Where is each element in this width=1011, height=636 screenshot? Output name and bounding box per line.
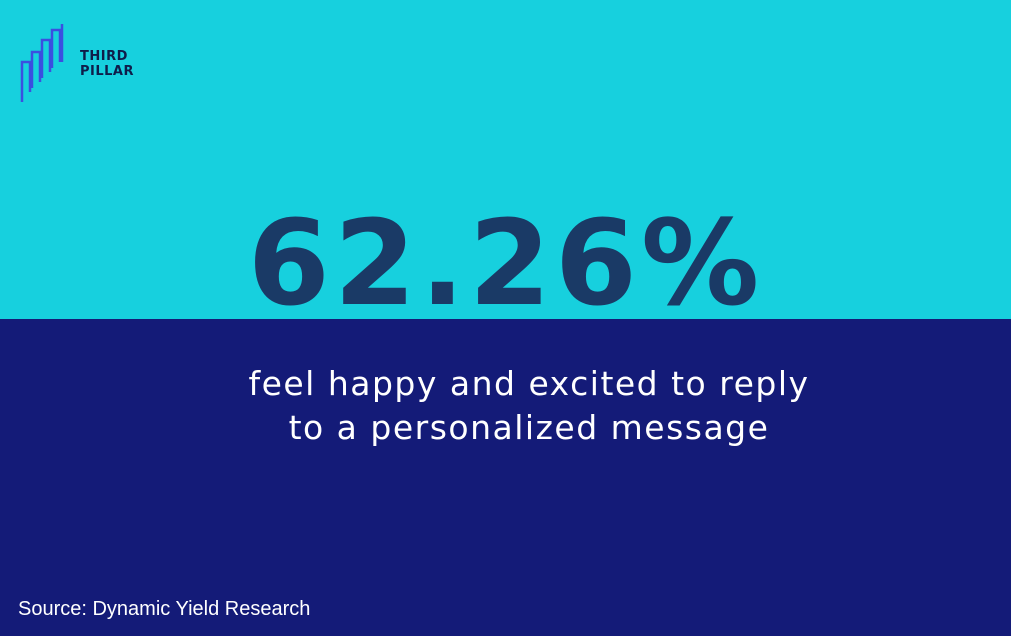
logo-line: THIRD (80, 49, 128, 64)
stat-value: 62.26% (247, 194, 764, 332)
logo-text: THIRD PILLAR (80, 49, 134, 79)
bottom-panel (0, 319, 1011, 636)
caption-line: feel happy and excited to reply (248, 364, 810, 403)
logo-icon (20, 24, 64, 102)
stat-caption: feel happy and excited to reply to a per… (0, 362, 1011, 450)
logo-line: PILLAR (80, 64, 135, 79)
top-panel (0, 0, 1011, 319)
source: Source: Dynamic Yield Research (18, 598, 311, 620)
caption-line: to a personalized message (288, 408, 770, 447)
